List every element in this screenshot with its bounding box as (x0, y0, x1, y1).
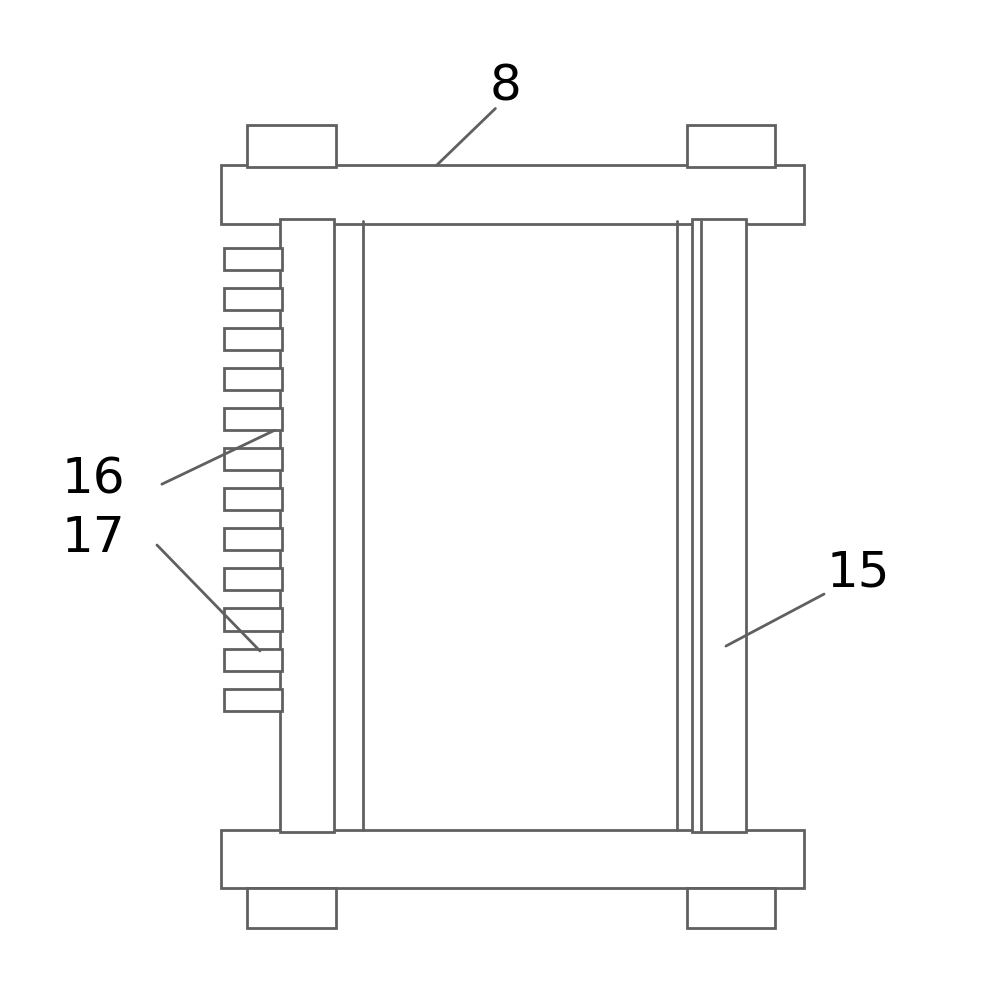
Text: 15: 15 (827, 548, 890, 597)
Bar (692, 219, 746, 833)
Text: 16: 16 (62, 455, 125, 503)
Bar (280, 219, 334, 833)
Bar (224, 408, 282, 430)
Text: 8: 8 (490, 63, 521, 111)
Bar (224, 689, 282, 710)
Bar (687, 125, 775, 167)
Bar (221, 165, 804, 224)
Bar (224, 568, 282, 591)
Bar (224, 449, 282, 470)
Bar (224, 488, 282, 511)
Bar (687, 888, 775, 928)
Bar (224, 529, 282, 550)
Bar (224, 328, 282, 350)
Bar (224, 288, 282, 310)
Bar (224, 609, 282, 630)
Bar (224, 648, 282, 671)
Bar (224, 248, 282, 270)
Text: 17: 17 (62, 514, 125, 562)
Bar (247, 888, 336, 928)
Bar (247, 125, 336, 167)
Bar (221, 830, 804, 888)
Bar (224, 369, 282, 390)
